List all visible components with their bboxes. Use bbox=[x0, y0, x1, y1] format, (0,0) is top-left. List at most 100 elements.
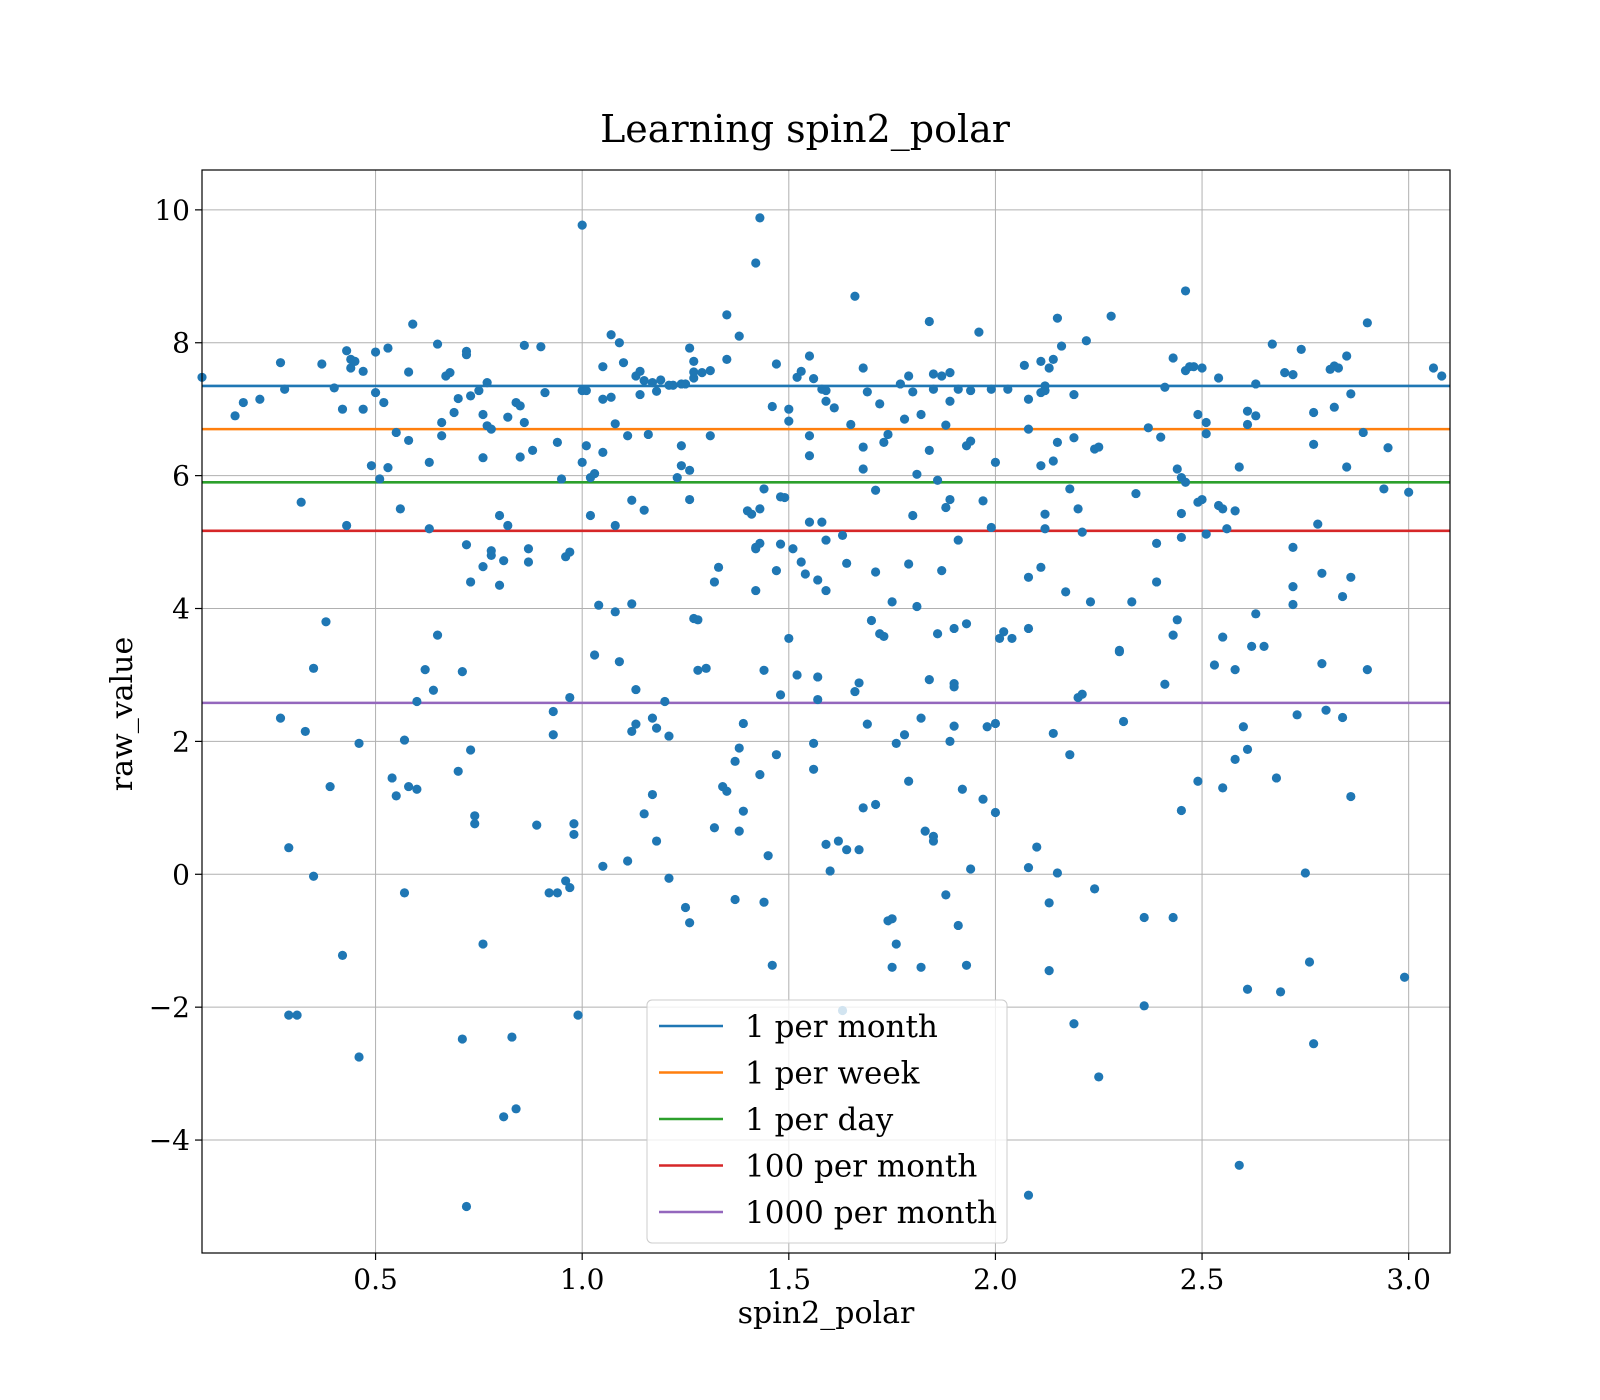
data-point bbox=[676, 441, 686, 451]
y-tick-label: 10 bbox=[154, 194, 190, 227]
data-point bbox=[924, 316, 934, 327]
data-point bbox=[1242, 406, 1253, 416]
data-point bbox=[437, 431, 447, 441]
data-point bbox=[1329, 402, 1339, 412]
data-point bbox=[792, 670, 802, 680]
data-point bbox=[437, 417, 447, 428]
data-point bbox=[941, 420, 951, 430]
data-point bbox=[1052, 437, 1063, 448]
data-point bbox=[337, 950, 348, 960]
data-point bbox=[730, 756, 740, 766]
data-point bbox=[639, 505, 649, 515]
data-point bbox=[1242, 984, 1253, 994]
data-point bbox=[255, 394, 265, 404]
y-axis-label: raw_value bbox=[105, 637, 140, 791]
data-point bbox=[685, 918, 695, 928]
data-point bbox=[1230, 754, 1240, 764]
data-point bbox=[461, 540, 472, 550]
data-point bbox=[986, 522, 996, 533]
data-point bbox=[1259, 641, 1269, 651]
data-point bbox=[833, 836, 843, 846]
data-point bbox=[966, 864, 976, 874]
data-point bbox=[1180, 286, 1191, 296]
data-point bbox=[581, 385, 591, 396]
data-point bbox=[999, 627, 1009, 637]
data-point bbox=[788, 544, 798, 554]
data-point bbox=[680, 902, 691, 913]
data-point bbox=[1023, 863, 1034, 873]
data-point bbox=[598, 394, 608, 404]
data-point bbox=[308, 871, 319, 881]
data-point bbox=[784, 404, 794, 414]
data-point bbox=[474, 385, 484, 396]
data-point bbox=[1073, 504, 1083, 514]
data-point bbox=[1065, 750, 1075, 760]
legend-box bbox=[646, 999, 1008, 1244]
data-point bbox=[482, 378, 492, 388]
data-point bbox=[1077, 527, 1087, 537]
data-point bbox=[854, 678, 864, 688]
data-point bbox=[325, 781, 335, 792]
data-point bbox=[1309, 1039, 1319, 1049]
data-point bbox=[966, 385, 976, 396]
data-point bbox=[660, 696, 670, 707]
data-point bbox=[300, 726, 310, 737]
data-point bbox=[412, 696, 422, 707]
data-point bbox=[1222, 524, 1232, 534]
data-point bbox=[494, 580, 505, 590]
data-point bbox=[1052, 313, 1063, 323]
data-point bbox=[767, 960, 777, 970]
data-point bbox=[1342, 462, 1352, 472]
data-point bbox=[1251, 609, 1261, 619]
data-point bbox=[672, 473, 682, 483]
data-point bbox=[478, 939, 488, 949]
data-point bbox=[1040, 509, 1050, 519]
y-tick-label: −4 bbox=[149, 1124, 190, 1157]
data-point bbox=[804, 431, 815, 441]
data-point bbox=[813, 575, 823, 585]
data-point bbox=[713, 562, 724, 572]
data-point bbox=[358, 366, 368, 376]
legend-label: 1 per week bbox=[745, 1056, 920, 1092]
data-point bbox=[519, 417, 529, 428]
data-point bbox=[1383, 443, 1393, 453]
data-point bbox=[631, 719, 641, 729]
data-point bbox=[821, 396, 831, 406]
data-point bbox=[511, 1104, 521, 1114]
data-point bbox=[556, 474, 567, 484]
data-point bbox=[375, 474, 385, 484]
data-point bbox=[1346, 572, 1356, 582]
data-point bbox=[1313, 519, 1323, 529]
data-point bbox=[755, 770, 765, 780]
data-point bbox=[1321, 705, 1331, 715]
data-point bbox=[1172, 615, 1182, 625]
data-point bbox=[507, 1032, 517, 1042]
data-point bbox=[639, 376, 649, 386]
data-point bbox=[635, 366, 645, 376]
data-point bbox=[1193, 409, 1203, 420]
data-point bbox=[862, 387, 872, 397]
data-point bbox=[383, 463, 393, 473]
data-point bbox=[821, 585, 831, 596]
data-point bbox=[1346, 791, 1356, 802]
y-tick-label: 4 bbox=[172, 593, 190, 626]
x-tick-label: 0.5 bbox=[353, 1263, 398, 1296]
data-point bbox=[804, 351, 815, 361]
data-point bbox=[1168, 912, 1178, 923]
data-point bbox=[565, 692, 575, 703]
data-point bbox=[548, 706, 558, 717]
data-point bbox=[1044, 966, 1054, 976]
data-point bbox=[722, 310, 732, 320]
data-point bbox=[974, 327, 984, 337]
data-point bbox=[342, 520, 352, 531]
data-point bbox=[1044, 363, 1054, 373]
data-point bbox=[899, 414, 910, 424]
data-point bbox=[445, 368, 455, 378]
data-point bbox=[829, 403, 839, 413]
data-point bbox=[453, 766, 463, 776]
data-point bbox=[610, 607, 620, 617]
data-point bbox=[1317, 568, 1327, 578]
data-point bbox=[1023, 572, 1034, 582]
data-point bbox=[858, 464, 868, 474]
